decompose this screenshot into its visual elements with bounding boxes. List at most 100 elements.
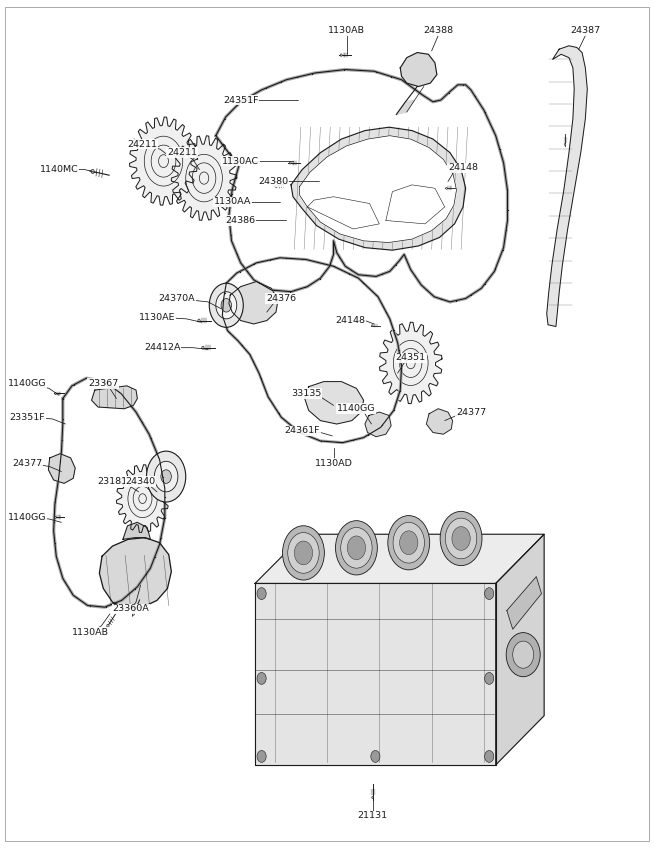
Text: 23367: 23367	[88, 379, 118, 388]
Circle shape	[91, 170, 94, 174]
Text: 1130AB: 1130AB	[328, 26, 365, 35]
Point	[226, 229, 236, 243]
Point	[241, 264, 252, 277]
Point	[156, 532, 166, 545]
Point	[50, 495, 60, 509]
Point	[395, 384, 405, 398]
Point	[237, 338, 247, 352]
Text: 1140MC: 1140MC	[39, 165, 78, 174]
Circle shape	[107, 624, 109, 628]
Circle shape	[400, 531, 418, 555]
Polygon shape	[92, 386, 137, 409]
Text: 24361F: 24361F	[284, 427, 320, 435]
Polygon shape	[255, 534, 544, 583]
Point	[265, 253, 275, 266]
Polygon shape	[379, 322, 442, 404]
Text: 1130AB: 1130AB	[72, 628, 109, 637]
Point	[58, 413, 68, 427]
Point	[137, 415, 147, 428]
Point	[421, 283, 432, 297]
Point	[57, 433, 67, 447]
Text: 24377: 24377	[12, 459, 43, 467]
Text: 24148: 24148	[448, 164, 478, 172]
Point	[388, 404, 399, 417]
Point	[141, 567, 151, 581]
Point	[394, 343, 404, 356]
Circle shape	[393, 522, 424, 563]
Point	[153, 450, 164, 464]
Polygon shape	[496, 534, 544, 765]
Point	[315, 272, 325, 286]
Point	[297, 253, 307, 266]
Point	[129, 583, 140, 596]
Text: 23360A: 23360A	[112, 605, 149, 613]
Point	[502, 182, 513, 196]
Circle shape	[336, 521, 377, 575]
Circle shape	[216, 292, 237, 319]
Text: 24370A: 24370A	[158, 294, 195, 303]
Circle shape	[154, 461, 178, 492]
Point	[248, 354, 258, 367]
Point	[53, 475, 63, 488]
Text: 24351F: 24351F	[223, 96, 258, 104]
Point	[334, 250, 345, 264]
Circle shape	[440, 511, 482, 566]
Point	[224, 208, 234, 221]
Circle shape	[485, 672, 494, 684]
Circle shape	[372, 796, 373, 799]
Polygon shape	[365, 412, 391, 437]
Text: 1140GG: 1140GG	[9, 379, 46, 388]
Point	[84, 372, 95, 386]
Point	[300, 281, 311, 294]
Text: 24412A: 24412A	[144, 343, 181, 352]
Text: 1130AE: 1130AE	[139, 313, 175, 321]
Circle shape	[161, 470, 171, 483]
Point	[307, 67, 317, 81]
Point	[410, 269, 421, 282]
Polygon shape	[255, 583, 496, 765]
Point	[260, 81, 271, 95]
Point	[332, 435, 342, 449]
Circle shape	[275, 185, 277, 187]
Text: 24351: 24351	[396, 354, 426, 362]
Circle shape	[257, 588, 266, 600]
Circle shape	[341, 527, 372, 568]
Circle shape	[257, 672, 266, 684]
Point	[220, 112, 230, 126]
Point	[451, 293, 462, 307]
Text: 1130AC: 1130AC	[222, 157, 259, 165]
Point	[216, 137, 226, 150]
Point	[443, 86, 454, 99]
Point	[415, 86, 425, 100]
Polygon shape	[300, 136, 456, 243]
Point	[436, 292, 446, 305]
Text: 24380: 24380	[258, 177, 288, 186]
Circle shape	[446, 187, 447, 189]
Point	[377, 418, 388, 432]
Point	[354, 64, 365, 77]
Point	[149, 550, 160, 564]
Point	[348, 433, 358, 447]
Circle shape	[257, 750, 266, 762]
Text: 21131: 21131	[358, 812, 388, 820]
Polygon shape	[123, 522, 150, 539]
Point	[479, 277, 490, 291]
Point	[226, 187, 237, 201]
Point	[231, 168, 241, 181]
Point	[329, 259, 339, 273]
Point	[100, 375, 111, 388]
Point	[502, 203, 513, 216]
Point	[269, 283, 279, 297]
Point	[146, 432, 156, 445]
Circle shape	[294, 541, 313, 565]
Point	[401, 76, 411, 90]
Point	[263, 390, 273, 404]
Point	[501, 223, 511, 237]
Circle shape	[198, 319, 200, 322]
Point	[479, 105, 490, 119]
Text: 24376: 24376	[266, 294, 296, 303]
Circle shape	[513, 641, 534, 668]
Polygon shape	[396, 100, 415, 114]
Circle shape	[452, 527, 470, 550]
Circle shape	[283, 526, 324, 580]
